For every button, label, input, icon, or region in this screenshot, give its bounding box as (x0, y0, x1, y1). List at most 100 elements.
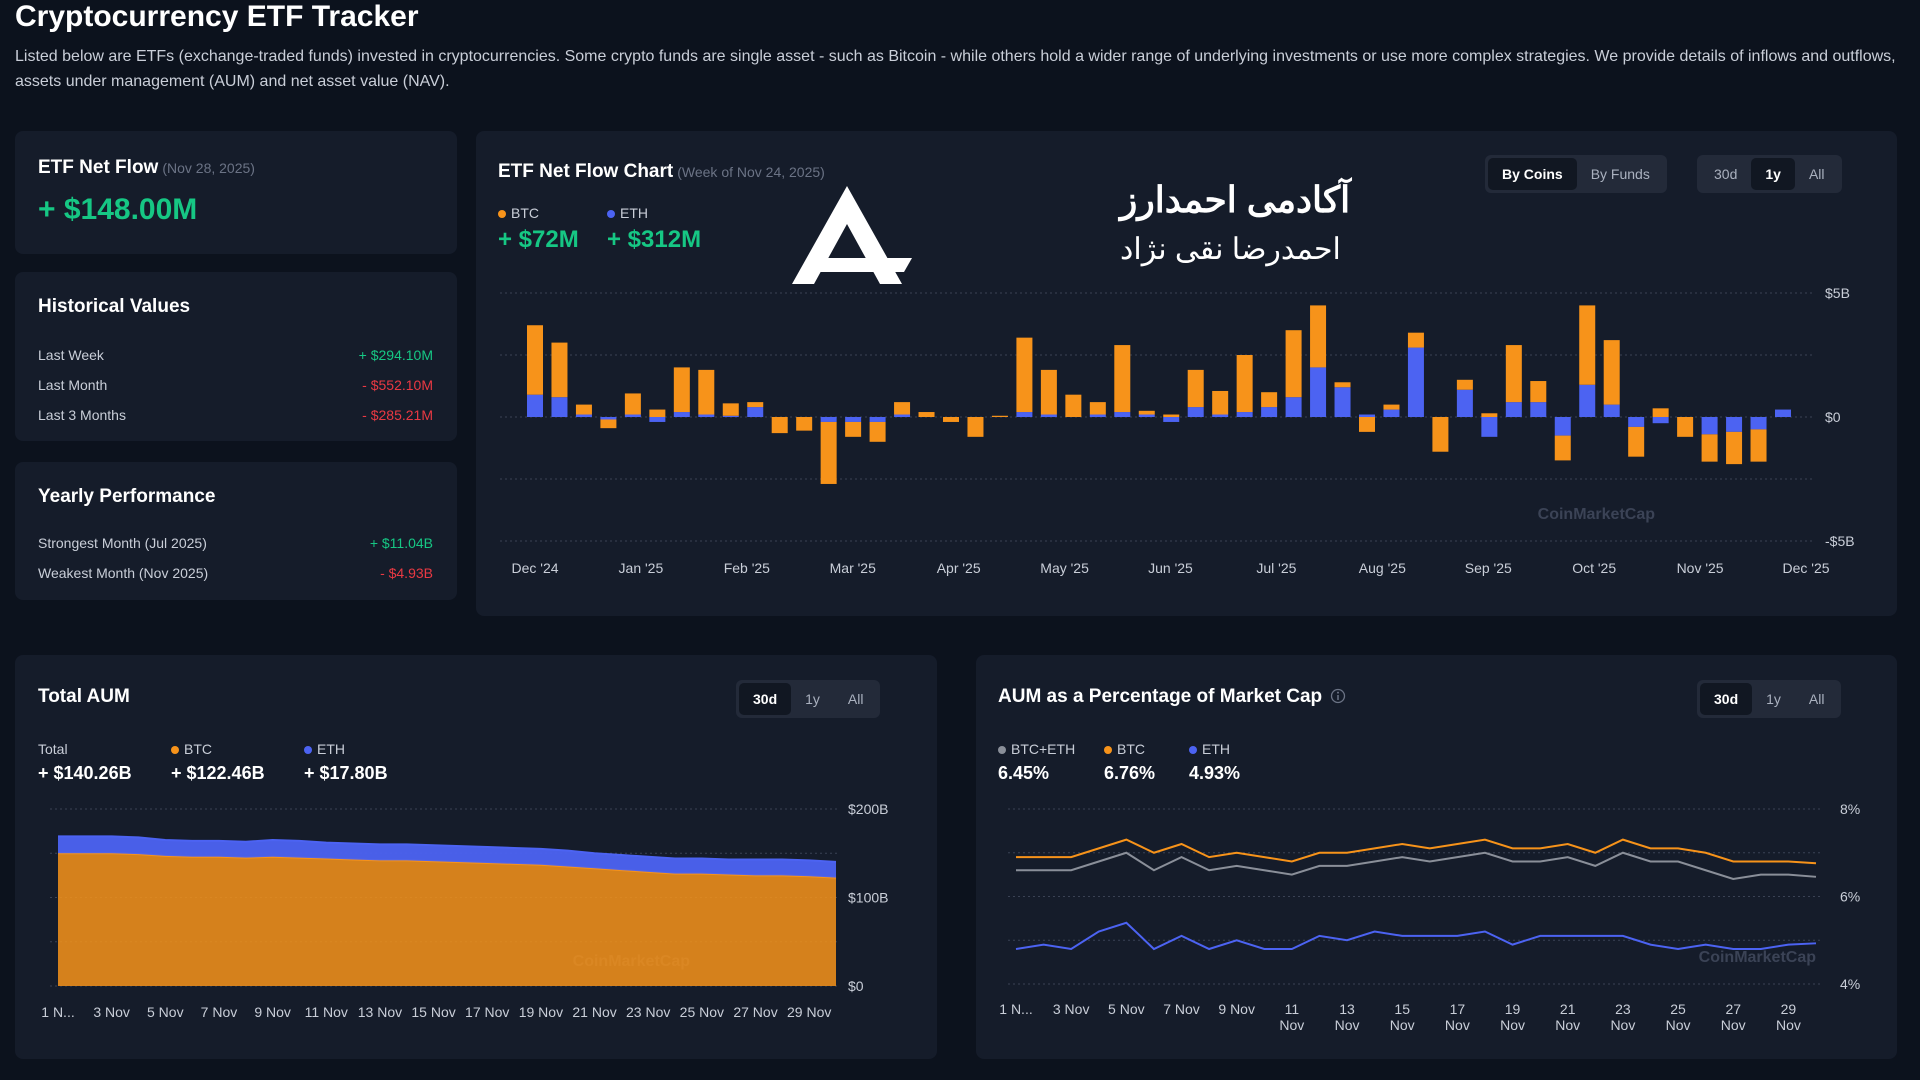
bar (1554, 417, 1571, 436)
row-label: Weakest Month (Nov 2025) (38, 565, 209, 581)
watermark: CoinMarketCap (1699, 949, 1817, 966)
legend-dot (998, 746, 1006, 754)
x-tick-label: 19 Nov (1500, 1001, 1525, 1033)
chart-title: ETF Net Flow Chart (Week of Nov 24, 2025) (498, 161, 825, 183)
bar (894, 414, 911, 417)
x-tick-label: 13 Nov (1334, 1001, 1360, 1033)
bar (796, 417, 813, 431)
bar (1334, 382, 1351, 388)
date: (Nov 28, 2025) (162, 160, 255, 176)
bar (624, 393, 641, 415)
bar (1579, 305, 1596, 385)
watermark-subtitle: احمدرضا نقی نژاد (1120, 233, 1341, 267)
toggle-button[interactable]: 1y (805, 691, 820, 707)
toggle-button[interactable]: 30d (1700, 683, 1753, 715)
title-text: ETF Net Flow (38, 157, 159, 178)
legend-label: BTC (184, 741, 212, 757)
x-tick-label: 1 N... (999, 1001, 1033, 1017)
bar (1750, 429, 1767, 462)
bar (1677, 417, 1694, 437)
watermark-title: آکادمی احمدارز (1117, 176, 1352, 222)
watermark-logo (792, 186, 912, 284)
bar (943, 417, 959, 422)
legend-value: 6.76% (1104, 763, 1156, 783)
toggle-button[interactable]: By Funds (1590, 166, 1650, 182)
bar (1016, 337, 1033, 413)
bar (1701, 417, 1718, 435)
bar (1236, 412, 1253, 417)
y-tick-label: 8% (1840, 801, 1860, 817)
legend-dot (498, 210, 506, 218)
bar (747, 402, 764, 408)
bar (1187, 369, 1204, 408)
legend-label: ETH (317, 741, 345, 757)
bar (1187, 407, 1204, 417)
toggle-button[interactable]: All (1808, 166, 1825, 182)
info-icon[interactable] (1330, 688, 1346, 704)
bar (1726, 417, 1743, 432)
legend-item: BTC+ETH (998, 741, 1075, 757)
bar (1285, 397, 1302, 417)
bar (1359, 417, 1375, 432)
bar (1236, 355, 1253, 413)
legend-label: Total (38, 741, 68, 757)
net-flow-value: + $148.00M (38, 193, 198, 226)
row-label: Last Week (38, 347, 104, 363)
bar (1456, 379, 1473, 390)
legend-item: ETH (607, 205, 648, 221)
y-tick-label: $200B (848, 801, 888, 817)
bar (1383, 409, 1400, 417)
bar (1089, 402, 1106, 415)
bar (1310, 305, 1327, 368)
bar (1285, 330, 1302, 398)
bar (527, 394, 543, 417)
legend-value: + $312M (607, 226, 702, 253)
bar (1554, 435, 1571, 461)
x-tick-label: 5 Nov (1108, 1001, 1145, 1017)
toggle-button[interactable]: 1y (1766, 691, 1781, 707)
row-value: + $11.04B (369, 535, 433, 551)
x-tick-label: 7 Nov (1163, 1001, 1200, 1017)
bar (575, 414, 592, 417)
toggle-button[interactable]: 1y (1751, 158, 1795, 190)
bar (1383, 404, 1400, 410)
bar (527, 325, 543, 395)
x-tick-label: Mar '25 (829, 560, 876, 576)
x-tick-label: 15 Nov (411, 1004, 456, 1020)
x-tick-label: Jan '25 (618, 560, 664, 576)
bar (1212, 414, 1229, 417)
x-tick-label: Jul '25 (1256, 560, 1297, 576)
bar (991, 415, 1008, 417)
button-group: By Coins By Funds (1485, 155, 1667, 193)
bar (1628, 417, 1645, 427)
toggle-button[interactable]: 30d (1714, 166, 1738, 182)
x-tick-label: 23 Nov (1610, 1001, 1636, 1033)
bar (894, 402, 911, 415)
x-tick-label: 5 Nov (147, 1004, 184, 1020)
x-tick-label: Dec '24 (511, 560, 559, 576)
x-tick-label: 29 Nov (786, 1004, 832, 1020)
bar (820, 417, 837, 422)
legend-dot (171, 746, 179, 754)
x-tick-label: 21 Nov (1555, 1001, 1581, 1033)
bar (1016, 412, 1033, 417)
bar (1114, 412, 1131, 417)
x-tick-label: 3 Nov (1052, 1001, 1090, 1017)
toggle-button[interactable]: All (847, 691, 864, 707)
legend-dot (304, 746, 312, 754)
bar (1652, 408, 1669, 417)
x-tick-label: 9 Nov (254, 1004, 291, 1020)
toggle-button[interactable]: 30d (739, 683, 792, 715)
toggle-button[interactable]: By Coins (1488, 158, 1577, 190)
row-value: - $285.21M (362, 407, 433, 423)
yearly-card: Yearly Performance Strongest Month (Jul … (15, 462, 457, 600)
area-fill (58, 853, 836, 986)
bar (845, 421, 862, 437)
bar (673, 412, 690, 417)
bar (869, 417, 886, 422)
x-tick-label: 11 Nov (1279, 1001, 1305, 1033)
row-label: Strongest Month (Jul 2025) (38, 535, 207, 551)
watermark: CoinMarketCap (1538, 506, 1656, 523)
toggle-button[interactable]: All (1808, 691, 1825, 707)
x-tick-label: 17 Nov (465, 1004, 510, 1020)
